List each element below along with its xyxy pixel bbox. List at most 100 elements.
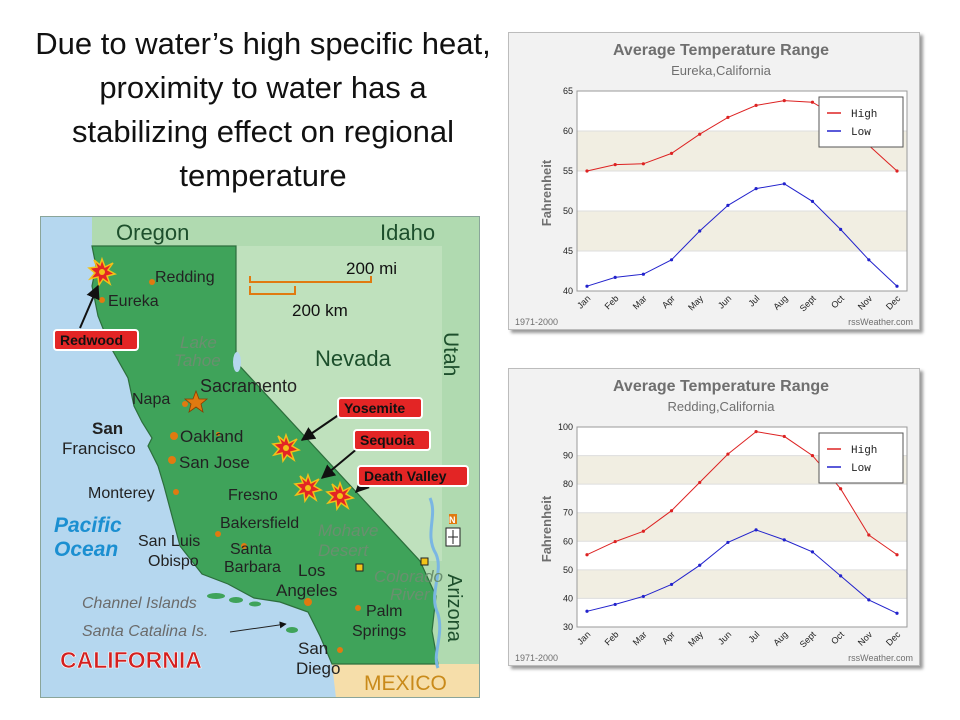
landmark-square-icon (355, 563, 364, 572)
data-point-high (641, 529, 645, 533)
y-tick-label: 50 (563, 565, 573, 575)
sequoia-callout-box (353, 429, 431, 451)
city-dot (173, 489, 179, 495)
data-point-low (754, 528, 758, 532)
city-label: Napa (132, 391, 170, 408)
y-tick-label: 60 (563, 536, 573, 546)
y-tick-label: 65 (563, 86, 573, 96)
grid-band (577, 569, 907, 599)
city-dot (304, 598, 312, 606)
data-point-low (698, 563, 702, 567)
city-dot (337, 647, 343, 653)
chart-subtitle: Eureka,California (671, 63, 771, 78)
city-label: Redding (155, 269, 215, 286)
lake-tahoe-shape (233, 352, 241, 372)
data-point-high (669, 509, 674, 513)
compass-icon: N (445, 514, 461, 547)
y-tick-label: 40 (563, 593, 573, 603)
data-point-low (839, 574, 843, 578)
plot-frame (576, 426, 908, 628)
chart-footer-right: rssWeather.com (848, 653, 913, 663)
data-point-low (895, 284, 899, 288)
data-point-high (585, 553, 589, 557)
plot-frame (576, 90, 908, 292)
city-label: Monterey (88, 485, 155, 502)
x-tick-label: Feb (603, 629, 621, 647)
x-tick-label: Mar (631, 293, 649, 311)
data-point-low (782, 182, 786, 186)
city-label: Bakersfield (220, 515, 299, 532)
y-tick-label: 100 (558, 422, 573, 432)
x-tick-label: Mar (631, 629, 649, 647)
x-tick-label: Nov (856, 293, 875, 312)
data-point-high (810, 100, 815, 104)
utah-region (442, 246, 480, 524)
city-label: River (390, 585, 431, 604)
y-tick-label: 55 (563, 166, 573, 176)
data-point-high (669, 151, 674, 155)
mexico-region (332, 664, 480, 698)
scale-bar-miles (249, 276, 372, 283)
x-tick-label: Nov (856, 629, 875, 648)
channel-island (249, 601, 261, 607)
x-tick-label: Jan (575, 629, 592, 646)
death-valley-callout-box (357, 465, 469, 487)
chart-legend: High Low (818, 96, 904, 148)
city-label: Mohave (318, 521, 378, 540)
redwood-callout-box (53, 329, 139, 351)
scale-miles-label: 200 mi (346, 259, 397, 278)
city-label: Channel Islands (82, 595, 197, 612)
city-label: San Luis (138, 533, 200, 550)
x-tick-label: Dec (884, 293, 903, 312)
y-tick-label: 45 (563, 246, 573, 256)
yosemite-callout-label: Yosemite (344, 400, 405, 416)
yosemite-callout-box (337, 397, 423, 419)
data-point-low (613, 602, 617, 607)
mexico-label: MEXICO (364, 672, 447, 695)
city-dot (170, 432, 178, 440)
x-tick-label: Feb (603, 293, 621, 311)
y-tick-label: 70 (563, 508, 573, 518)
data-point-high (613, 539, 617, 544)
data-point-high (641, 162, 645, 166)
city-label: Colorado (374, 567, 443, 586)
map-border (40, 216, 480, 698)
data-point-high (754, 103, 758, 107)
channel-island (207, 593, 225, 599)
city-dot (241, 543, 247, 549)
data-point-high (810, 453, 815, 458)
city-label: Tahoe (174, 351, 221, 370)
data-point-low (641, 272, 645, 276)
city-label: Obispo (148, 553, 199, 570)
chart-footer-left: 1971-2000 (515, 653, 558, 663)
city-label: Fresno (228, 487, 278, 504)
data-point-high (867, 533, 871, 537)
y-tick-label: 40 (563, 286, 573, 296)
city-label: San (92, 419, 123, 438)
city-label: Francisco (62, 439, 136, 458)
eureka-temperature-chart: Average Temperature Range Eureka,Califor… (508, 32, 920, 330)
legend-label-high: High (851, 445, 877, 457)
grid-band (577, 211, 907, 251)
oregon-region (92, 216, 480, 246)
city-dot (182, 401, 188, 407)
landmark-square-icon (420, 557, 429, 566)
data-point-high (895, 553, 899, 557)
data-point-low (867, 258, 871, 262)
city-dot (168, 456, 176, 464)
chart-footer-right: rssWeather.com (848, 317, 913, 327)
channel-island (229, 597, 243, 603)
nevada-label: Nevada (315, 346, 392, 371)
data-point-high (839, 487, 843, 491)
city-label: Angeles (276, 581, 337, 600)
city-label: Diego (296, 659, 340, 678)
city-label: San (298, 639, 328, 658)
chart-y-axis-label: Fahrenheit (539, 495, 554, 562)
slide-title: Due to water’s high specific heat, proxi… (35, 26, 491, 193)
city-dot (355, 605, 361, 611)
y-tick-label: 60 (563, 126, 573, 136)
redding-temperature-chart: Average Temperature Range Redding,Califo… (508, 368, 920, 666)
data-point-low (895, 611, 899, 615)
oregon-label: Oregon (116, 220, 189, 245)
data-point-high (782, 99, 786, 103)
